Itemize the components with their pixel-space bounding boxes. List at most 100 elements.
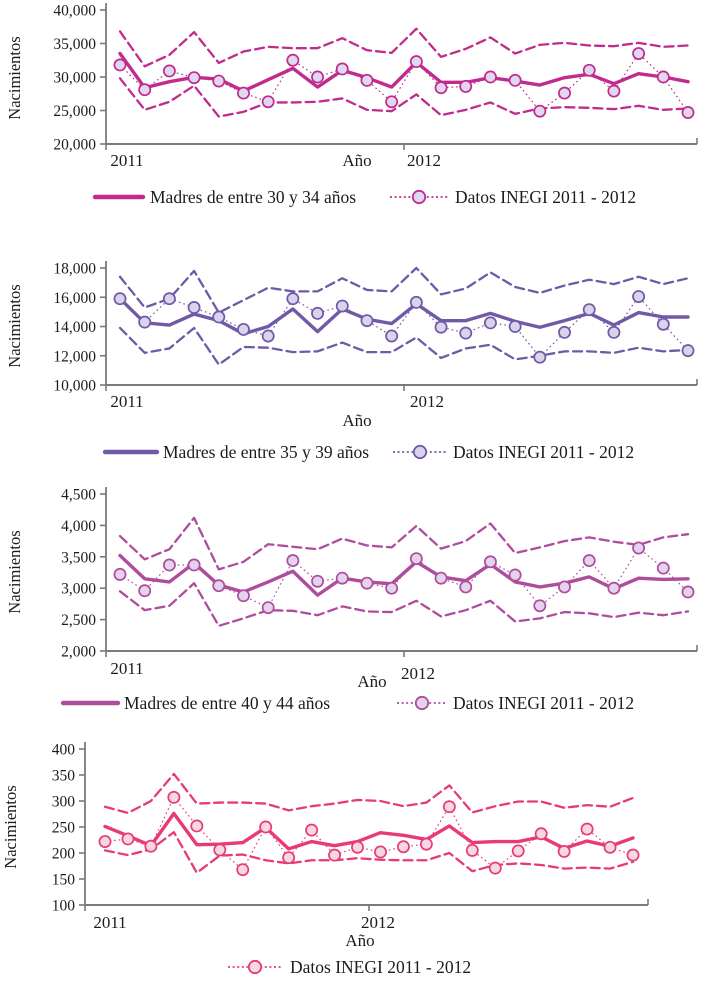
y-tick-label: 300 bbox=[52, 794, 76, 811]
y-tick-label: 35,000 bbox=[53, 36, 96, 53]
x-label-2012: 2012 bbox=[410, 392, 444, 411]
chart-mothers-45-plus: 400 350 300 250 200 150 100 2011 2012 Año Nacimien… bbox=[0, 720, 703, 981]
inegi-marker bbox=[557, 844, 571, 858]
legend-label-model: Madres de entre 35 y 39 años bbox=[163, 442, 369, 462]
inegi-marker bbox=[335, 62, 349, 76]
x-axis-title: Año bbox=[357, 672, 386, 691]
inegi-marker bbox=[311, 306, 325, 320]
inegi-marker bbox=[138, 315, 152, 329]
inegi-marker bbox=[632, 541, 646, 555]
inegi-marker bbox=[385, 329, 399, 343]
inegi-marker bbox=[582, 63, 596, 77]
y-tick-label: 30,000 bbox=[53, 70, 96, 87]
upper-bound-line bbox=[103, 772, 635, 815]
inegi-marker bbox=[261, 601, 275, 615]
inegi-marker bbox=[434, 571, 448, 585]
inegi-marker bbox=[409, 55, 423, 69]
inegi-marker bbox=[237, 589, 250, 603]
inegi-marker bbox=[259, 820, 273, 834]
inegi-marker bbox=[113, 292, 127, 306]
x-label-2012: 2012 bbox=[401, 664, 435, 683]
inegi-marker bbox=[121, 832, 135, 846]
inegi-marker bbox=[607, 581, 621, 595]
inegi-marker bbox=[508, 73, 522, 87]
inegi-marker bbox=[360, 73, 374, 87]
inegi-marker bbox=[465, 843, 479, 857]
inegi-marker bbox=[459, 326, 473, 340]
y-axis-title: Nacimientos bbox=[5, 284, 24, 367]
inegi-marker bbox=[212, 74, 226, 88]
inegi-marker bbox=[459, 580, 473, 594]
upper-bound-line bbox=[118, 27, 690, 68]
inegi-marker bbox=[409, 552, 423, 566]
x-label-2012: 2012 bbox=[361, 913, 395, 932]
x-label-2011: 2011 bbox=[110, 659, 143, 678]
inegi-marker bbox=[442, 800, 456, 814]
y-tick-label: 16,000 bbox=[53, 290, 96, 307]
inegi-marker bbox=[360, 314, 374, 328]
inegi-marker bbox=[656, 317, 670, 331]
y-tick-label: 25,000 bbox=[53, 103, 96, 120]
legend-marker-icon bbox=[412, 444, 428, 460]
y-tick-label: 2,500 bbox=[61, 612, 96, 629]
inegi-marker bbox=[681, 106, 695, 119]
inegi-marker bbox=[533, 350, 547, 364]
inegi-marker bbox=[187, 558, 201, 572]
legend-label-inegi: Datos INEGI 2011 - 2012 bbox=[453, 693, 634, 713]
inegi-marker bbox=[187, 71, 201, 85]
inegi-marker bbox=[162, 558, 176, 572]
inegi-marker bbox=[533, 599, 547, 613]
inegi-marker bbox=[98, 835, 112, 849]
legend-marker-icon bbox=[411, 189, 427, 205]
legend-label-inegi: Datos INEGI 2011 - 2012 bbox=[455, 187, 636, 207]
inegi-marker bbox=[385, 581, 399, 595]
inegi-marker bbox=[626, 848, 640, 862]
chart-mothers-30-34-plot: 40,000 35,000 30,000 25,000 20,000 2011 2012 Añ… bbox=[5, 3, 698, 207]
inegi-marker bbox=[286, 53, 300, 67]
inegi-marker bbox=[286, 292, 300, 306]
y-tick-label: 100 bbox=[52, 898, 76, 915]
lower-bound-line bbox=[103, 831, 635, 874]
y-tick-label: 3,500 bbox=[61, 549, 96, 566]
y-tick-label: 250 bbox=[52, 820, 76, 837]
inegi-marker bbox=[167, 790, 181, 804]
chart-mothers-40-44: 4,500 4,000 3,500 3,000 2,500 2,000 2011 2012 Añ… bbox=[0, 475, 703, 720]
inegi-marker bbox=[138, 584, 152, 598]
inegi-marker bbox=[419, 837, 433, 851]
lower-bound-line bbox=[118, 326, 690, 366]
inegi-marker bbox=[533, 104, 547, 118]
inegi-marker bbox=[187, 301, 201, 314]
inegi-marker bbox=[681, 585, 695, 599]
y-tick-label: 20,000 bbox=[53, 137, 96, 154]
y-tick-label: 14,000 bbox=[53, 319, 96, 336]
inegi-marker bbox=[603, 840, 617, 854]
inegi-marker bbox=[483, 555, 497, 569]
inegi-marker bbox=[396, 840, 410, 854]
y-tick-label: 400 bbox=[52, 742, 76, 759]
inegi-marker bbox=[138, 83, 152, 97]
inegi-marker bbox=[434, 320, 448, 334]
inegi-marker bbox=[311, 70, 325, 84]
inegi-marker bbox=[511, 844, 525, 858]
inegi-marker bbox=[508, 320, 522, 333]
inegi-marker bbox=[335, 571, 349, 585]
upper-bound-line bbox=[118, 516, 690, 571]
legend-marker-icon bbox=[414, 695, 430, 711]
inegi-marker bbox=[607, 84, 621, 98]
y-axis-title: Nacimientos bbox=[1, 785, 20, 868]
inegi-marker bbox=[459, 79, 473, 93]
y-tick-label: 12,000 bbox=[53, 348, 96, 365]
inegi-marker bbox=[113, 58, 127, 72]
x-label-2011: 2011 bbox=[110, 392, 143, 411]
y-axis-title: Nacimientos bbox=[5, 530, 24, 613]
model-line bbox=[118, 51, 690, 93]
upper-bound-line bbox=[118, 266, 690, 314]
inegi-marker bbox=[237, 86, 250, 100]
inegi-marker bbox=[582, 554, 596, 568]
y-tick-label: 150 bbox=[52, 872, 76, 889]
inegi-marker bbox=[212, 579, 226, 593]
y-tick-label: 350 bbox=[52, 768, 76, 785]
inegi-marker bbox=[286, 554, 300, 568]
inegi-marker bbox=[483, 316, 497, 330]
